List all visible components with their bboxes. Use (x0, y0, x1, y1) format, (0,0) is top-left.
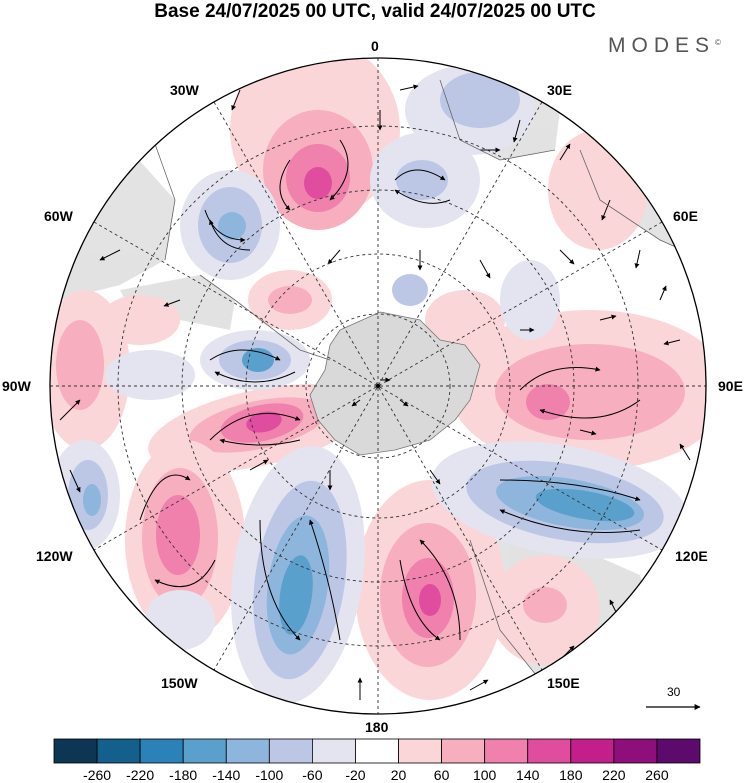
antarctica (309, 311, 481, 456)
colorbar-swatch (441, 738, 486, 764)
colorbar-swatch (182, 738, 227, 764)
colorbar-swatch (268, 738, 313, 764)
colorbar-swatch (398, 738, 442, 764)
colorbar-tick-label: -60 (302, 767, 323, 783)
colorbar-tick-label: 100 (472, 767, 497, 783)
pole-marker (376, 384, 380, 388)
colorbar-swatch (656, 738, 701, 764)
lon-label-30w: 30W (170, 82, 199, 98)
colorbar-tick-label: 60 (433, 767, 450, 783)
colorbar-swatch (570, 738, 615, 764)
lon-label-150w: 150W (161, 675, 198, 691)
colorbar-tick-label: 140 (516, 767, 540, 783)
copyright-mark: © (715, 38, 721, 47)
lon-label-60w: 60W (44, 208, 73, 224)
lon-label-30e: 30E (547, 82, 572, 98)
colorbar-tick-label: 260 (645, 767, 669, 783)
anomaly-field (50, 58, 706, 714)
colorbar-tick-label: 180 (559, 767, 583, 783)
colorbar-tick-label: -260 (83, 767, 112, 783)
colorbar-tick-label: -20 (345, 767, 366, 783)
colorbar-swatch (484, 738, 529, 764)
colorbar-tick-label: -220 (126, 767, 155, 783)
colorbar-tick-label: -100 (255, 767, 284, 783)
colorbar-swatch (139, 738, 184, 764)
lon-label-90e: 90E (718, 378, 743, 394)
lon-label-120w: 120W (36, 548, 73, 564)
colorbar-swatch (311, 738, 356, 764)
positive-anomalies (50, 58, 706, 700)
colorbar-swatch (53, 738, 98, 764)
lon-label-60e: 60E (673, 208, 698, 224)
colorbar-tick-label: 20 (390, 767, 407, 783)
lon-label-90w: 90W (2, 378, 31, 394)
colorbar-swatch (96, 738, 141, 764)
lon-label-0: 0 (371, 38, 379, 54)
graticule (50, 58, 706, 714)
lon-label-120e: 120E (675, 548, 708, 564)
lon-label-150e: 150E (547, 675, 580, 691)
colorbar-swatch (527, 738, 572, 764)
colorbar-tick-label: -180 (169, 767, 198, 783)
brand-logo: MODES© (608, 34, 721, 57)
colorbar-tick-label: 220 (602, 767, 626, 783)
lon-label-180: 180 (365, 719, 389, 735)
map-border (49, 57, 707, 715)
reference-vector-value: 30 (667, 685, 681, 699)
colorbar (53, 738, 701, 764)
colorbar-swatch (613, 738, 658, 764)
colorbar-tick-label: -140 (212, 767, 241, 783)
map-title: Base 24/07/2025 00 UTC, valid 24/07/2025… (154, 1, 596, 22)
colorbar-swatch (355, 738, 399, 764)
colorbar-swatch (225, 738, 270, 764)
